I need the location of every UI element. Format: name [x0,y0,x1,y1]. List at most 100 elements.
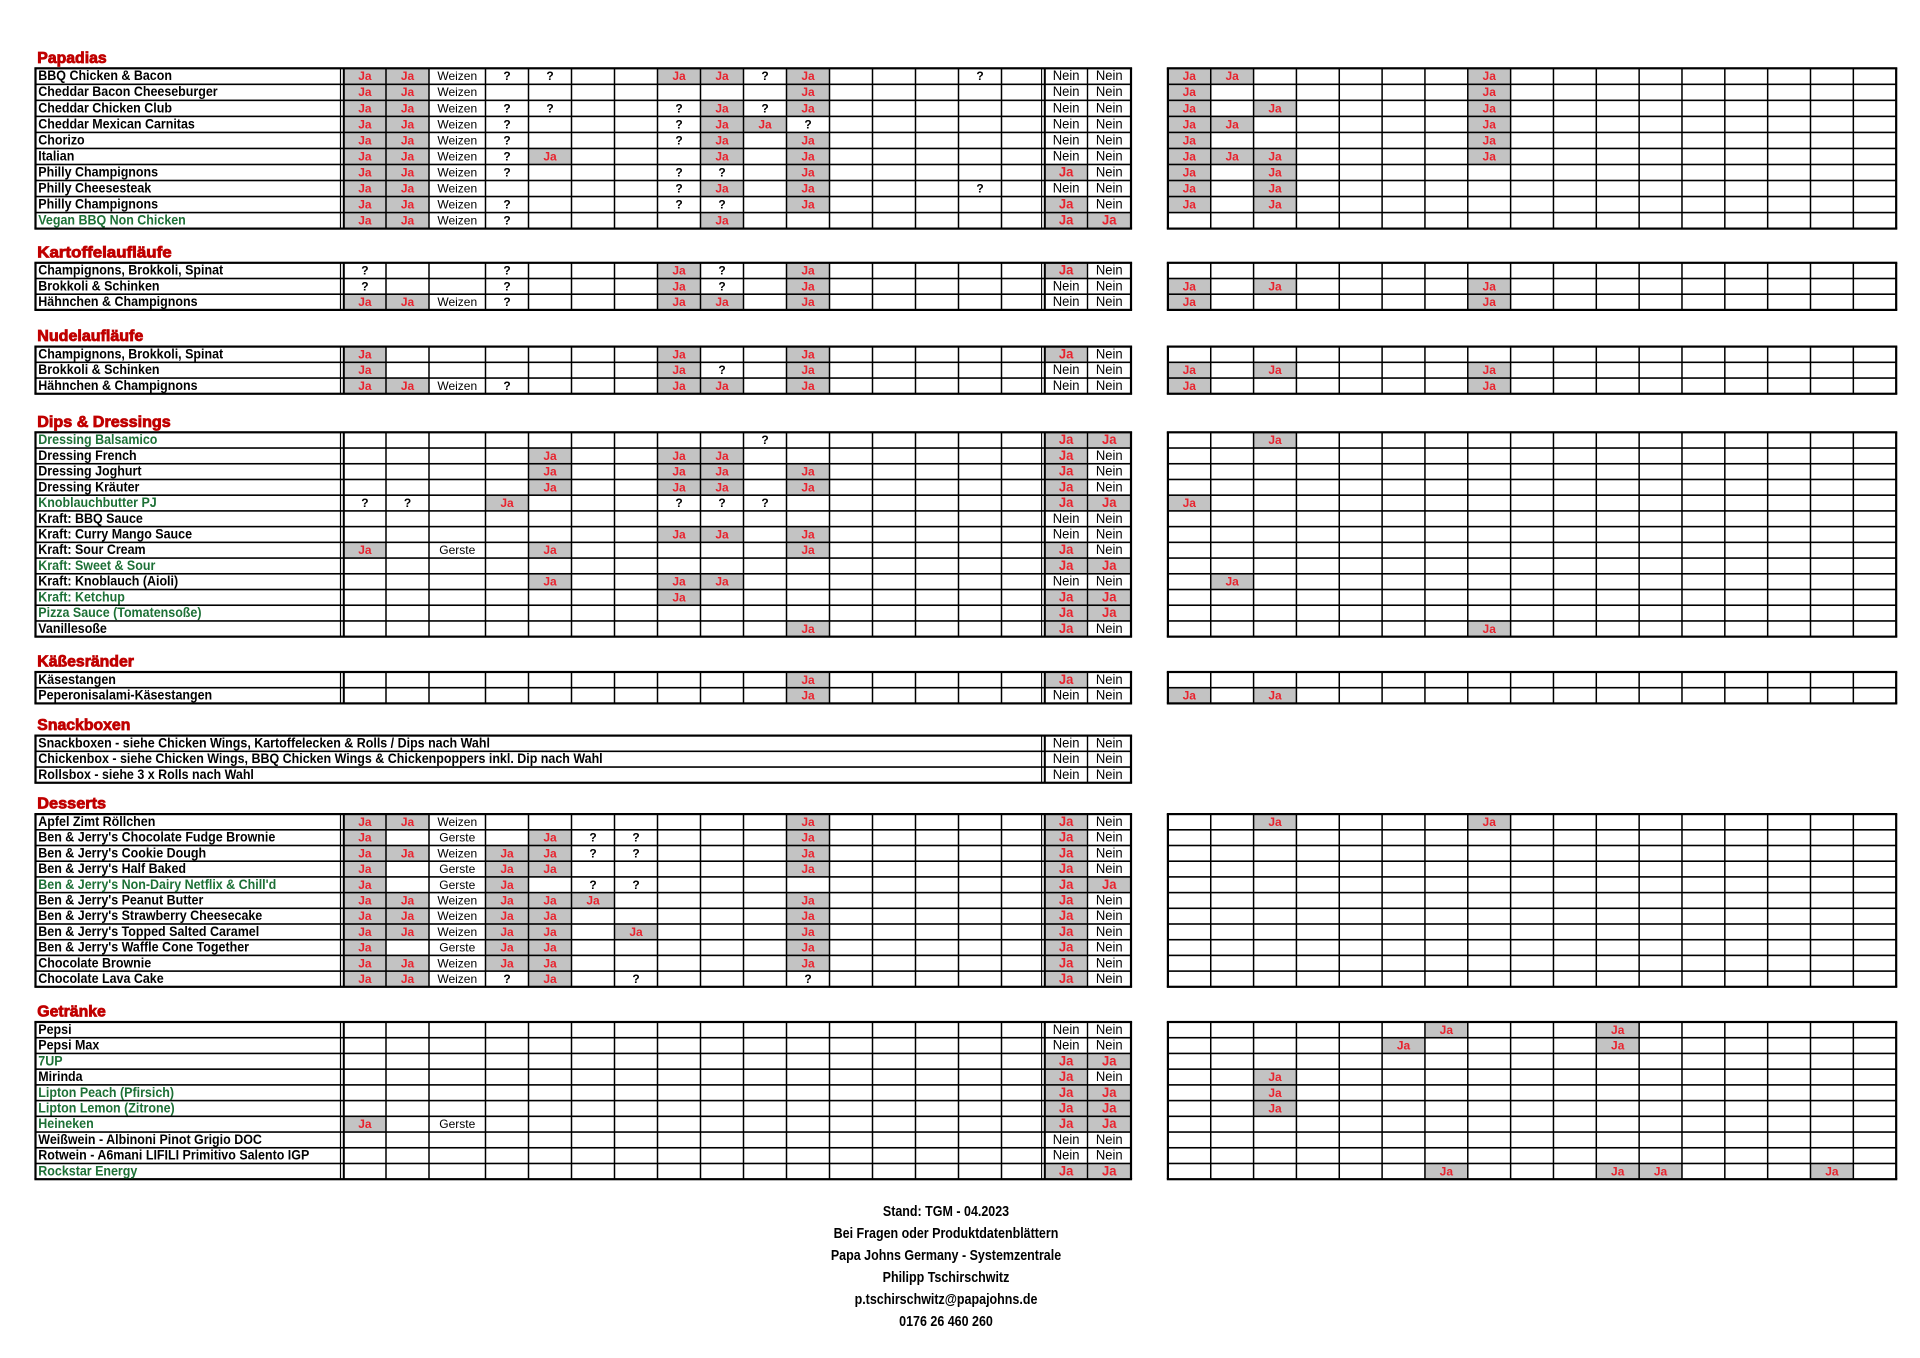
svg-text:Weizen: Weizen [437,846,477,860]
svg-text:Nein: Nein [1096,687,1123,703]
svg-text:Ja: Ja [358,909,372,923]
svg-text:Ja: Ja [1483,149,1497,163]
svg-text:Nein: Nein [1053,526,1080,542]
svg-text:Ja: Ja [672,363,686,377]
svg-text:?: ? [804,117,811,131]
svg-text:Ja: Ja [401,815,415,829]
svg-text:Weizen: Weizen [437,295,477,309]
svg-text:Ja: Ja [801,348,815,362]
svg-text:Ja: Ja [801,862,815,876]
svg-text:Nein: Nein [1096,510,1123,526]
svg-text:Nein: Nein [1096,1131,1123,1147]
svg-text:Ja: Ja [358,1117,372,1131]
svg-text:Ja: Ja [715,149,729,163]
svg-text:Ja: Ja [801,925,815,939]
svg-text:Weizen: Weizen [437,956,477,970]
svg-text:Nein: Nein [1053,131,1080,147]
svg-text:Nein: Nein [1096,262,1123,278]
svg-text:Ja: Ja [358,894,372,908]
svg-text:Ja: Ja [1225,149,1239,163]
svg-text:Ja: Ja [672,590,686,604]
svg-text:?: ? [718,165,725,179]
svg-text:Ja: Ja [401,117,415,131]
svg-text:Philly Cheesesteak: Philly Cheesesteak [38,180,151,195]
svg-text:Ja: Ja [358,101,372,115]
svg-text:Nein: Nein [1053,83,1080,99]
svg-text:Ja: Ja [801,295,815,309]
svg-text:Knoblauchbutter PJ: Knoblauchbutter PJ [38,495,156,510]
svg-text:Ja: Ja [801,264,815,278]
svg-text:Weizen: Weizen [437,909,477,923]
svg-text:Ja: Ja [801,465,815,479]
svg-text:Cheddar Bacon Cheeseburger: Cheddar Bacon Cheeseburger [38,84,218,99]
svg-text:Ja: Ja [401,295,415,309]
svg-text:Nein: Nein [1096,131,1123,147]
svg-text:Ja: Ja [801,101,815,115]
svg-text:Cheddar Mexican Carnitas: Cheddar Mexican Carnitas [38,116,195,131]
svg-text:Ja: Ja [1059,447,1074,463]
svg-text:Nein: Nein [1096,813,1123,829]
svg-text:Ja: Ja [715,480,729,494]
svg-text:Ja: Ja [715,295,729,309]
svg-text:?: ? [503,213,510,227]
svg-text:Ja: Ja [629,925,643,939]
svg-text:Ja: Ja [801,379,815,393]
svg-text:Ja: Ja [1059,163,1074,179]
svg-text:Kraft: Sour Cream: Kraft: Sour Cream [38,542,145,557]
svg-text:Nein: Nein [1096,1147,1123,1163]
svg-text:Pepsi Max: Pepsi Max [38,1038,99,1053]
svg-text:Heineken: Heineken [38,1116,93,1131]
svg-text:Weizen: Weizen [437,972,477,986]
svg-text:Dips & Dressings: Dips & Dressings [37,414,171,431]
svg-text:Chorizo: Chorizo [38,132,84,147]
svg-text:Ja: Ja [1268,181,1282,195]
svg-text:Ja: Ja [1059,907,1074,923]
svg-text:Ja: Ja [543,149,557,163]
svg-text:Ja: Ja [543,909,557,923]
svg-text:Ja: Ja [1268,197,1282,211]
svg-text:Ja: Ja [801,480,815,494]
svg-text:Ja: Ja [358,543,372,557]
svg-text:Ja: Ja [1059,1068,1074,1084]
svg-text:Ja: Ja [1183,363,1197,377]
svg-text:Nein: Nein [1053,147,1080,163]
svg-text:Ja: Ja [1225,69,1239,83]
svg-text:Ja: Ja [543,480,557,494]
svg-text:Ja: Ja [1059,876,1074,892]
svg-text:Ja: Ja [401,101,415,115]
svg-text:Ja: Ja [358,941,372,955]
svg-text:Ja: Ja [1059,892,1074,908]
svg-text:Ja: Ja [801,815,815,829]
svg-text:Desserts: Desserts [37,796,106,813]
svg-text:Ja: Ja [801,831,815,845]
svg-text:Ja: Ja [715,69,729,83]
svg-text:Ja: Ja [358,846,372,860]
svg-text:?: ? [546,69,553,83]
svg-text:Nein: Nein [1096,99,1123,115]
svg-text:Dressing Balsamico: Dressing Balsamico [38,432,157,447]
svg-text:Ja: Ja [1483,133,1497,147]
svg-text:Nein: Nein [1096,361,1123,377]
svg-text:Ja: Ja [1483,295,1497,309]
svg-text:Philly Champignons: Philly Champignons [38,164,158,179]
svg-text:Ben & Jerry's Cookie Dough: Ben & Jerry's Cookie Dough [38,845,206,860]
svg-text:Ja: Ja [358,815,372,829]
svg-text:Ja: Ja [672,69,686,83]
svg-text:Pizza Sauce (Tomatensoße): Pizza Sauce (Tomatensoße) [38,605,201,620]
svg-text:Ja: Ja [1183,133,1197,147]
svg-text:Ja: Ja [1183,689,1197,703]
svg-text:Ja: Ja [1059,557,1074,573]
svg-text:Ja: Ja [1059,262,1074,278]
svg-text:Nein: Nein [1096,1068,1123,1084]
svg-text:Ja: Ja [358,925,372,939]
svg-text:Ja: Ja [715,528,729,542]
svg-text:Ja: Ja [1225,117,1239,131]
svg-text:Ja: Ja [1059,1084,1074,1100]
svg-text:Nein: Nein [1096,750,1123,766]
svg-text:Ja: Ja [500,925,514,939]
svg-text:Ja: Ja [1268,101,1282,115]
svg-text:Vegan BBQ Non Chicken: Vegan BBQ Non Chicken [38,212,185,227]
svg-text:Nein: Nein [1053,510,1080,526]
svg-text:Ja: Ja [401,956,415,970]
svg-text:Weizen: Weizen [437,379,477,393]
